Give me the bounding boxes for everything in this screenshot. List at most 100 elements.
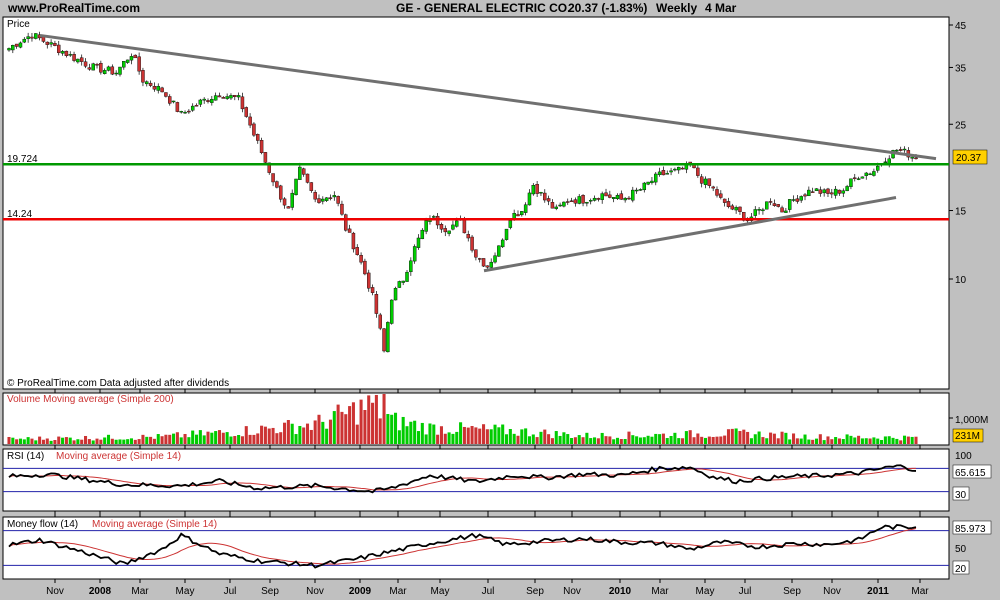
volume-bar — [527, 436, 532, 444]
volume-bar — [41, 439, 45, 444]
candle-body — [761, 209, 765, 212]
volume-bar — [497, 427, 501, 444]
volume-bar — [22, 439, 26, 444]
candle-body — [11, 45, 15, 51]
candle-body — [83, 61, 88, 67]
volume-bar — [393, 412, 398, 444]
candle-body — [451, 224, 455, 230]
candle-body — [141, 70, 145, 83]
candle-body — [420, 229, 425, 240]
volume-bar — [501, 424, 505, 444]
rsi-panel-label: RSI (14) — [7, 451, 44, 462]
volume-bar — [49, 440, 53, 444]
chart-header: www.ProRealTime.com GE - GENERAL ELECTRI… — [0, 0, 1000, 16]
volume-bar — [883, 436, 887, 444]
site-name: www.ProRealTime.com — [8, 1, 141, 15]
volume-bar — [26, 437, 30, 444]
candle-body — [562, 201, 566, 207]
volume-bar — [305, 423, 310, 444]
volume-bar — [106, 434, 111, 444]
candle-body — [18, 42, 23, 48]
candle-body — [860, 176, 865, 179]
candle-body — [145, 81, 149, 85]
price-panel — [2, 16, 950, 390]
candle-body — [275, 181, 279, 188]
volume-bar — [726, 429, 731, 444]
volume-bar — [902, 435, 907, 444]
x-tick-label: 2011 — [867, 586, 889, 597]
volume-bar — [524, 428, 528, 444]
rsi-last-box — [952, 464, 992, 479]
volume-bar — [715, 436, 719, 444]
volume-bar — [432, 424, 436, 444]
volume-bar — [45, 438, 49, 444]
volume-bar — [520, 429, 524, 444]
volume-bar — [57, 436, 61, 444]
candle-body — [321, 198, 325, 202]
volume-bar — [76, 439, 80, 444]
volume-bar — [531, 434, 535, 444]
candle-body — [902, 148, 907, 151]
candle-body — [830, 192, 834, 195]
candle-body — [868, 173, 872, 176]
candle-body — [833, 188, 838, 196]
volume-bar — [233, 436, 237, 444]
candle-body — [455, 220, 459, 227]
candle-body — [623, 197, 627, 201]
volume-bar — [122, 439, 126, 444]
volume-bar — [857, 435, 861, 444]
candle-body — [114, 72, 118, 75]
volume-bar — [240, 436, 244, 444]
candle-body — [102, 70, 107, 75]
volume-bar — [669, 436, 673, 444]
x-tick-label: Sep — [526, 586, 544, 597]
volume-bar — [99, 439, 103, 444]
rsi-line — [8, 464, 917, 494]
instrument-quote: 20.37 (-1.83%) — [568, 1, 648, 15]
candle-body — [634, 189, 639, 192]
volume-bar — [860, 438, 864, 444]
volume-bar — [769, 432, 773, 444]
volume-bar — [547, 434, 551, 444]
volume-bar — [7, 436, 11, 444]
volume-bar — [405, 426, 409, 444]
volume-bar — [482, 424, 486, 444]
volume-bar — [164, 434, 168, 444]
volume-bar — [466, 427, 470, 444]
volume-bar — [631, 435, 635, 444]
candle-body — [405, 271, 409, 282]
volume-bar — [409, 421, 413, 444]
candle-body — [803, 194, 807, 197]
candle-body — [298, 166, 302, 180]
volume-bar — [103, 437, 107, 444]
candle-body — [221, 97, 226, 99]
candle-body — [206, 100, 210, 102]
candle-body — [412, 246, 417, 262]
volume-bar — [543, 429, 547, 444]
volume-bar — [765, 438, 769, 444]
price-y-tick-label: 25 — [955, 120, 967, 131]
candle-body — [267, 162, 271, 173]
price-panel-footer: © ProRealTime.com Data adjusted after di… — [7, 378, 229, 389]
rsi-level-top: 100 — [955, 451, 972, 462]
candle-body — [187, 110, 191, 113]
volume-bar — [317, 414, 321, 444]
candle-body — [416, 237, 421, 248]
volume-bar — [589, 438, 593, 444]
candle-body — [776, 204, 780, 207]
volume-bar — [321, 421, 325, 444]
downtrend-line — [39, 33, 937, 161]
volume-bar — [172, 433, 176, 444]
candle-body — [493, 255, 497, 263]
price-y-tick-label: 15 — [955, 207, 967, 218]
volume-bar — [137, 439, 141, 444]
candle-body — [328, 197, 333, 199]
volume-bar — [558, 435, 562, 444]
candle-body — [210, 99, 214, 103]
volume-bar — [260, 425, 264, 444]
candle-body — [355, 247, 359, 255]
volume-bar — [271, 427, 275, 444]
candle-body — [661, 170, 666, 176]
candle-body — [160, 87, 164, 93]
